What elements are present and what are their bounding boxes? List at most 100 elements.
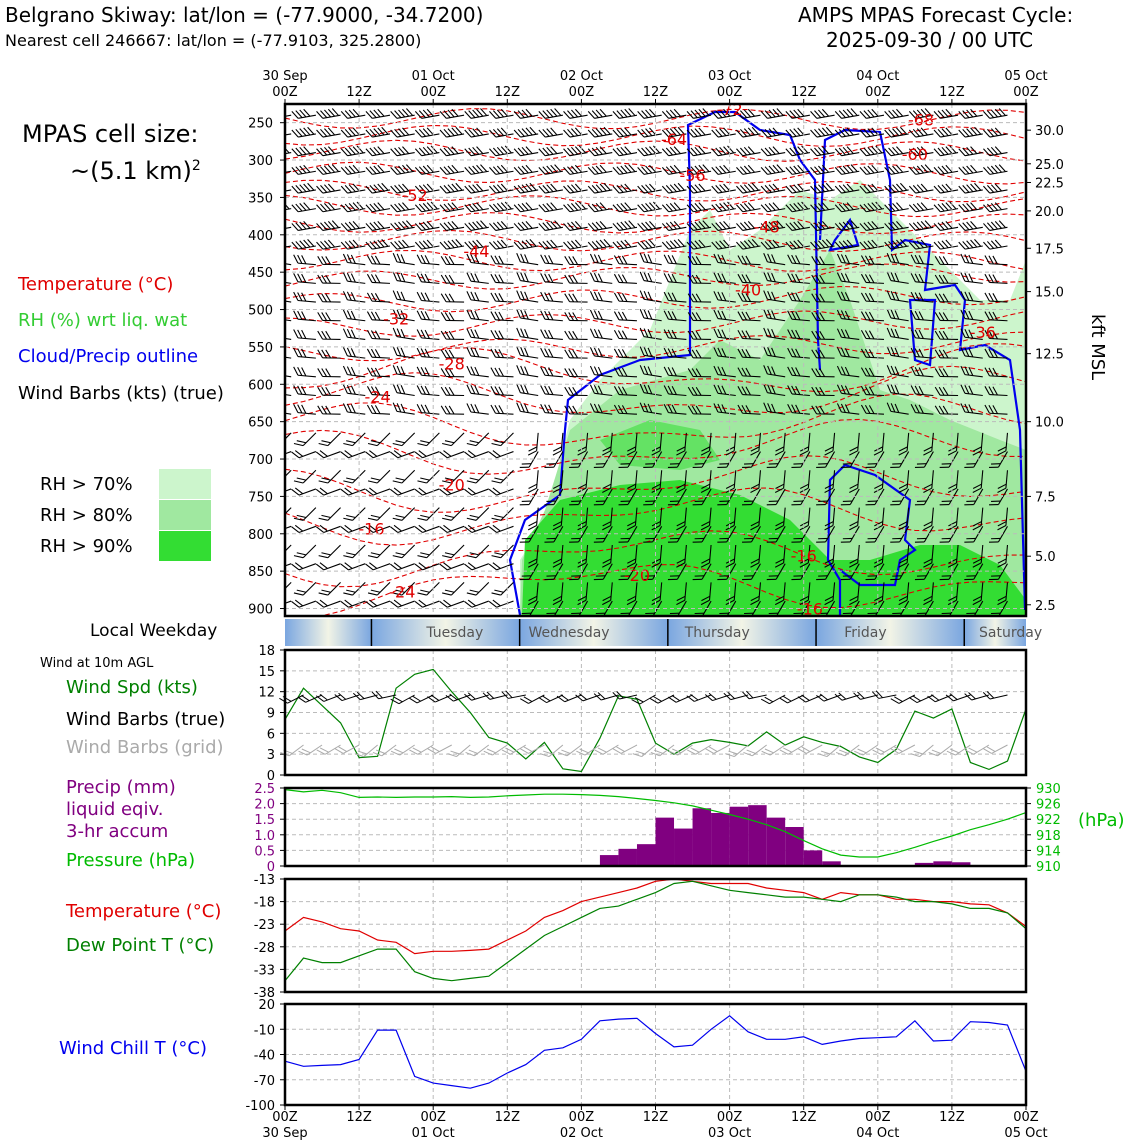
legend-rh: RH (%) wrt liq. wat [18, 310, 188, 331]
rh-80-label: RH > 80% [40, 505, 133, 526]
wind-barb [984, 255, 1008, 266]
wind-barb [984, 292, 1008, 303]
wind-barb [439, 164, 465, 175]
wind-barb [291, 524, 317, 533]
wind-barb [489, 127, 514, 138]
wind-barb [365, 487, 391, 496]
wind-barb [626, 582, 638, 606]
surface-wind-barb-grid [928, 744, 953, 757]
wind-barb [810, 220, 835, 231]
wind-barb [589, 309, 613, 322]
wind-barb [834, 108, 860, 119]
wind-barb [315, 562, 341, 571]
wind-barb [958, 202, 983, 213]
surface-wind-barb-true [779, 694, 804, 704]
precip-panel-ytick-label: 0.5 [254, 844, 275, 859]
surface-wind-barb-grid [594, 744, 619, 755]
rh-70-label: RH > 70% [40, 474, 133, 495]
surface-wind-barb-grid [354, 744, 378, 758]
wind-barb [392, 252, 415, 266]
wind-barb [824, 582, 836, 606]
wind-barb [389, 562, 415, 571]
wind-barb [984, 386, 1008, 397]
temp-contour [285, 161, 1026, 185]
wind-barb [340, 183, 366, 194]
xs-xtick-date: 02 Oct [560, 69, 603, 84]
wind-barb [860, 404, 885, 415]
precip-panel-ytick-label: 0 [267, 860, 275, 875]
wind-barb [859, 220, 885, 231]
wind-barb [316, 239, 341, 250]
wind-barb [587, 108, 613, 119]
surface-wind-barb-true [520, 694, 545, 704]
wind-barb [488, 450, 514, 459]
wind-barb [763, 402, 786, 415]
wind-barb [661, 126, 687, 138]
wind-barb [972, 470, 984, 493]
wind-barb [490, 292, 514, 303]
wind-barb [620, 600, 638, 616]
surface-wind-barb-true [797, 694, 823, 703]
wind-barb [318, 581, 341, 596]
wind-barb [663, 254, 687, 266]
wind-barb [587, 182, 613, 194]
wind-barb [488, 562, 514, 571]
wind-barb [816, 488, 836, 506]
wind-barb [766, 451, 786, 469]
wind-barb [639, 271, 662, 284]
wind-barb [612, 164, 638, 175]
wind-barb [898, 544, 910, 568]
xs-xtick-hour: 00Z [569, 85, 595, 100]
wind-barb [538, 239, 563, 250]
wind-barb [667, 488, 687, 506]
wind-barb [984, 404, 1008, 415]
temp-panel: -38 -33 -28 -23 -18 -13 [254, 873, 1028, 1001]
wind-barb [836, 291, 860, 303]
wind-barb [972, 432, 984, 456]
windchill-panel-ytick-label: -100 [245, 1099, 275, 1114]
surface-wind-barb-true [890, 694, 916, 704]
temperature-label: -56 [679, 166, 705, 185]
temperature-label: -24 [365, 387, 391, 406]
wind-barb [439, 220, 465, 231]
wind-barb [860, 255, 885, 266]
wind-barb [663, 403, 687, 415]
pressure-ytick-label: 930 [1036, 782, 1061, 797]
surface-wind-barb-true [315, 693, 341, 702]
wind-barb [293, 469, 317, 484]
wind-barb [285, 410, 292, 415]
wind-barb [884, 126, 909, 138]
wind-barb [340, 164, 366, 175]
rh-90-swatch [159, 531, 211, 561]
xs-xtick-hour: 12Z [791, 85, 817, 100]
temp-contour [285, 212, 1026, 235]
wind-barb [414, 599, 440, 608]
wind-barb [285, 261, 292, 266]
wind-barb [787, 291, 810, 303]
wind-barb [285, 451, 292, 459]
wind-barb [774, 582, 786, 606]
wind-barb [836, 328, 860, 340]
wind-barb [602, 507, 613, 531]
wind-barb [713, 291, 736, 303]
wind-barb [886, 271, 909, 284]
xs-ytick-label: 700 [248, 453, 273, 468]
wind-panel-ytick-label: 15 [258, 665, 275, 680]
surface-wind-barb-grid [298, 744, 323, 756]
surface-wind-barb-grid [632, 744, 656, 758]
cloud-outline-lower [826, 463, 917, 615]
wind-barb [908, 164, 934, 175]
rh-90-upper [600, 420, 720, 470]
wind-barb [663, 385, 687, 397]
wind-barb [785, 145, 810, 157]
wind-barb [367, 544, 391, 559]
wind-barb [713, 309, 736, 322]
wind-barb [285, 239, 292, 250]
surface-wind-barb-grid [779, 744, 804, 755]
wind-barb [811, 256, 835, 266]
wind-barb [651, 544, 663, 568]
wind-barb [626, 544, 638, 568]
wind-barb [439, 524, 465, 533]
wind-barb [564, 274, 588, 284]
wind-barb [538, 127, 563, 138]
